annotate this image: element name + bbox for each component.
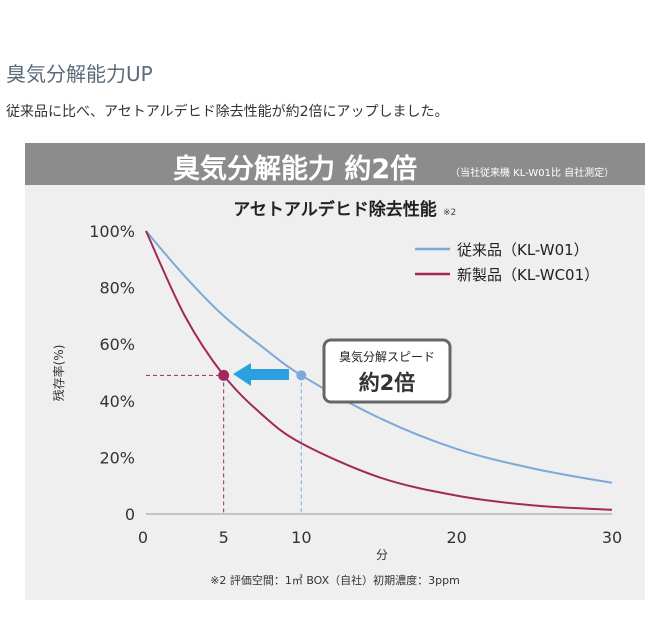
x-tick-label: 30 [602,528,622,547]
banner-note: （当社従来機 KL-W01比 自社測定） [450,168,615,179]
arrow-left-icon [233,363,289,386]
legend-label-0: 従来品（KL-W01） [457,241,589,259]
y-tick-label: 0 [125,505,135,524]
x-axis-label: 分 [376,548,388,562]
banner-title: 臭気分解能力 約2倍 [173,154,418,185]
y-axis-label: 残存率(%) [51,345,66,402]
lead-text: 従来品に比べ、アセトアルデヒド除去性能が約2倍にアップしました。 [6,104,449,120]
x-tick-label: 10 [291,528,311,547]
x-tick-label: 20 [446,528,466,547]
callout-box [322,338,452,404]
y-tick-label: 80% [99,279,135,298]
chart-panel: 臭気分解能力 約2倍 （当社従来機 KL-W01比 自社測定） アセトアルデヒド… [25,143,645,600]
callout-line2: 約2倍 [359,371,416,395]
chart-banner: 臭気分解能力 約2倍 （当社従来機 KL-W01比 自社測定） [25,143,645,185]
footnote: ※2 評価空間：1㎥ BOX（自社）初期濃度：3ppm [210,573,460,587]
y-tick-label: 60% [99,335,135,354]
y-tick-label: 20% [99,448,135,467]
section-heading: 臭気分解能力UP [6,62,153,86]
legend-label-1: 新製品（KL-WC01） [457,266,599,284]
y-tick-label: 100% [89,222,135,241]
highlight-point [296,370,307,381]
chart-title: アセトアルデヒド除去性能 [233,199,437,220]
series-line-0 [145,230,613,484]
callout-line1: 臭気分解スピード [339,349,435,364]
highlight-point [218,369,230,381]
x-tick-label: 0 [138,528,148,547]
series-line-1 [145,230,613,511]
y-tick-label: 40% [99,392,135,411]
chart-title-note: ※2 [443,208,456,218]
chart-svg: アセトアルデヒド除去性能 ※2 0 20% 40% 60% 80% 100% 0 5 10 20 30 分… [51,199,622,587]
x-tick-label: 5 [219,528,229,547]
